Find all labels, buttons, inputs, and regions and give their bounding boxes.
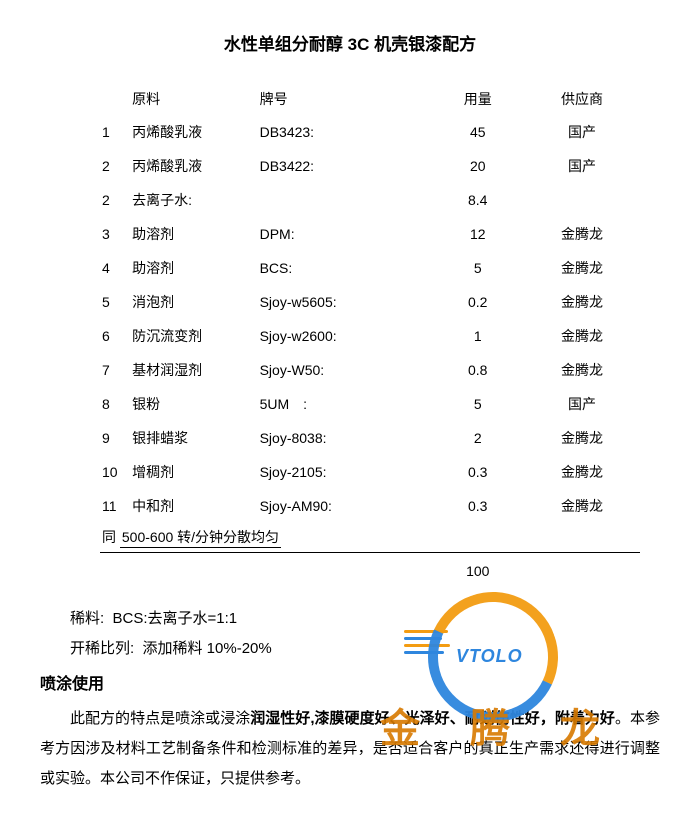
cell-material: 基材润湿剂 bbox=[130, 353, 257, 387]
cell-amount: 0.8 bbox=[431, 353, 524, 387]
cell-idx: 3 bbox=[100, 217, 130, 251]
section-heading: 喷涂使用 bbox=[40, 670, 660, 694]
cell-amount: 45 bbox=[431, 115, 524, 149]
cell-material: 增稠剂 bbox=[130, 455, 257, 489]
cell-idx: 4 bbox=[100, 251, 130, 285]
cell-supplier: 国产 bbox=[524, 149, 640, 183]
cell-brand: Sjoy-8038: bbox=[258, 421, 432, 455]
table-row: 3助溶剂DPM:12金腾龙 bbox=[100, 217, 640, 251]
formula-table-wrap: 原料 牌号 用量 供应商 1丙烯酸乳液DB3423:45国产2丙烯酸乳液DB34… bbox=[100, 83, 640, 586]
cell-material: 消泡剂 bbox=[130, 285, 257, 319]
col-brand: 牌号 bbox=[258, 83, 432, 115]
cell-material: 助溶剂 bbox=[130, 217, 257, 251]
cell-brand: 5UM : bbox=[258, 387, 432, 421]
col-material: 原料 bbox=[130, 83, 257, 115]
cell-material: 银排蜡浆 bbox=[130, 421, 257, 455]
cell-supplier: 金腾龙 bbox=[524, 455, 640, 489]
cell-amount: 1 bbox=[431, 319, 524, 353]
table-row: 2丙烯酸乳液DB3422:20国产 bbox=[100, 149, 640, 183]
dilute-label: 稀料: bbox=[70, 610, 104, 627]
cell-amount: 0.3 bbox=[431, 489, 524, 523]
cell-brand: DB3423: bbox=[258, 115, 432, 149]
cell-amount: 12 bbox=[431, 217, 524, 251]
cell-amount: 8.4 bbox=[431, 183, 524, 217]
table-row: 1丙烯酸乳液DB3423:45国产 bbox=[100, 115, 640, 149]
cell-brand: Sjoy-W50: bbox=[258, 353, 432, 387]
cell-idx: 2 bbox=[100, 183, 130, 217]
dilute-value: BCS:去离子水=1:1 bbox=[113, 610, 238, 627]
cell-amount: 5 bbox=[431, 251, 524, 285]
ratio-line: 开稀比列: 添加稀料 10%-20% bbox=[70, 634, 660, 664]
cell-brand: DB3422: bbox=[258, 149, 432, 183]
col-amount: 用量 bbox=[431, 83, 524, 115]
cell-material: 丙烯酸乳液 bbox=[130, 115, 257, 149]
cell-supplier: 金腾龙 bbox=[524, 285, 640, 319]
cell-supplier: 金腾龙 bbox=[524, 319, 640, 353]
cell-idx: 8 bbox=[100, 387, 130, 421]
cell-idx: 11 bbox=[100, 489, 130, 523]
formula-table: 原料 牌号 用量 供应商 1丙烯酸乳液DB3423:45国产2丙烯酸乳液DB34… bbox=[100, 83, 640, 586]
cell-amount: 20 bbox=[431, 149, 524, 183]
note-prefix: 同 bbox=[102, 529, 120, 545]
table-row: 8银粉5UM :5国产 bbox=[100, 387, 640, 421]
cell-amount: 0.2 bbox=[431, 285, 524, 319]
cell-amount: 0.3 bbox=[431, 455, 524, 489]
cell-supplier: 国产 bbox=[524, 115, 640, 149]
cell-idx: 9 bbox=[100, 421, 130, 455]
cell-brand: BCS: bbox=[258, 251, 432, 285]
cell-brand: DPM: bbox=[258, 217, 432, 251]
cell-material: 去离子水: bbox=[130, 183, 257, 217]
note-value: 500-600 转/分钟分散均匀 bbox=[120, 527, 281, 548]
ratio-label: 开稀比列: bbox=[70, 640, 134, 657]
cell-supplier: 金腾龙 bbox=[524, 421, 640, 455]
notes-block: 稀料: BCS:去离子水=1:1 开稀比列: 添加稀料 10%-20% bbox=[70, 604, 660, 664]
dilute-line: 稀料: BCS:去离子水=1:1 bbox=[70, 604, 660, 634]
cell-material: 丙烯酸乳液 bbox=[130, 149, 257, 183]
dispersion-note-row: 同 500-600 转/分钟分散均匀 bbox=[100, 523, 640, 553]
cell-brand: Sjoy-w2600: bbox=[258, 319, 432, 353]
cell-brand: Sjoy-2105: bbox=[258, 455, 432, 489]
table-header-row: 原料 牌号 用量 供应商 bbox=[100, 83, 640, 115]
cell-material: 银粉 bbox=[130, 387, 257, 421]
para-text-1: 此配方的特点是喷涂或浸涂 bbox=[70, 710, 250, 727]
cell-supplier: 金腾龙 bbox=[524, 353, 640, 387]
cell-supplier: 国产 bbox=[524, 387, 640, 421]
cell-supplier: 金腾龙 bbox=[524, 217, 640, 251]
cell-brand: Sjoy-AM90: bbox=[258, 489, 432, 523]
doc-title: 水性单组分耐醇 3C 机壳银漆配方 bbox=[40, 30, 660, 55]
ratio-value: 添加稀料 10%-20% bbox=[143, 640, 272, 657]
cell-idx: 1 bbox=[100, 115, 130, 149]
table-row: 5消泡剂Sjoy-w5605:0.2金腾龙 bbox=[100, 285, 640, 319]
cell-material: 中和剂 bbox=[130, 489, 257, 523]
cell-idx: 5 bbox=[100, 285, 130, 319]
cell-supplier: 金腾龙 bbox=[524, 251, 640, 285]
cell-supplier bbox=[524, 183, 640, 217]
cell-brand bbox=[258, 183, 432, 217]
table-row: 6防沉流变剂Sjoy-w2600:1金腾龙 bbox=[100, 319, 640, 353]
table-row: 11中和剂Sjoy-AM90:0.3金腾龙 bbox=[100, 489, 640, 523]
cell-amount: 5 bbox=[431, 387, 524, 421]
cell-supplier: 金腾龙 bbox=[524, 489, 640, 523]
col-supplier: 供应商 bbox=[524, 83, 640, 115]
cell-material: 防沉流变剂 bbox=[130, 319, 257, 353]
cell-idx: 10 bbox=[100, 455, 130, 489]
cell-idx: 2 bbox=[100, 149, 130, 183]
cell-material: 助溶剂 bbox=[130, 251, 257, 285]
table-row: 4助溶剂BCS:5金腾龙 bbox=[100, 251, 640, 285]
cell-brand: Sjoy-w5605: bbox=[258, 285, 432, 319]
para-bold: 润湿性好,漆膜硬度好、光泽好、耐划伤性好，附着力好 bbox=[250, 710, 615, 727]
table-row: 7基材润湿剂Sjoy-W50:0.8金腾龙 bbox=[100, 353, 640, 387]
description-paragraph: 此配方的特点是喷涂或浸涂润湿性好,漆膜硬度好、光泽好、耐划伤性好，附着力好。本参… bbox=[40, 704, 660, 794]
total-value: 100 bbox=[431, 553, 524, 587]
total-row: 100 bbox=[100, 553, 640, 587]
table-row: 9银排蜡浆Sjoy-8038:2金腾龙 bbox=[100, 421, 640, 455]
table-row: 10增稠剂Sjoy-2105:0.3金腾龙 bbox=[100, 455, 640, 489]
cell-idx: 6 bbox=[100, 319, 130, 353]
cell-idx: 7 bbox=[100, 353, 130, 387]
table-row: 2去离子水: 8.4 bbox=[100, 183, 640, 217]
cell-amount: 2 bbox=[431, 421, 524, 455]
